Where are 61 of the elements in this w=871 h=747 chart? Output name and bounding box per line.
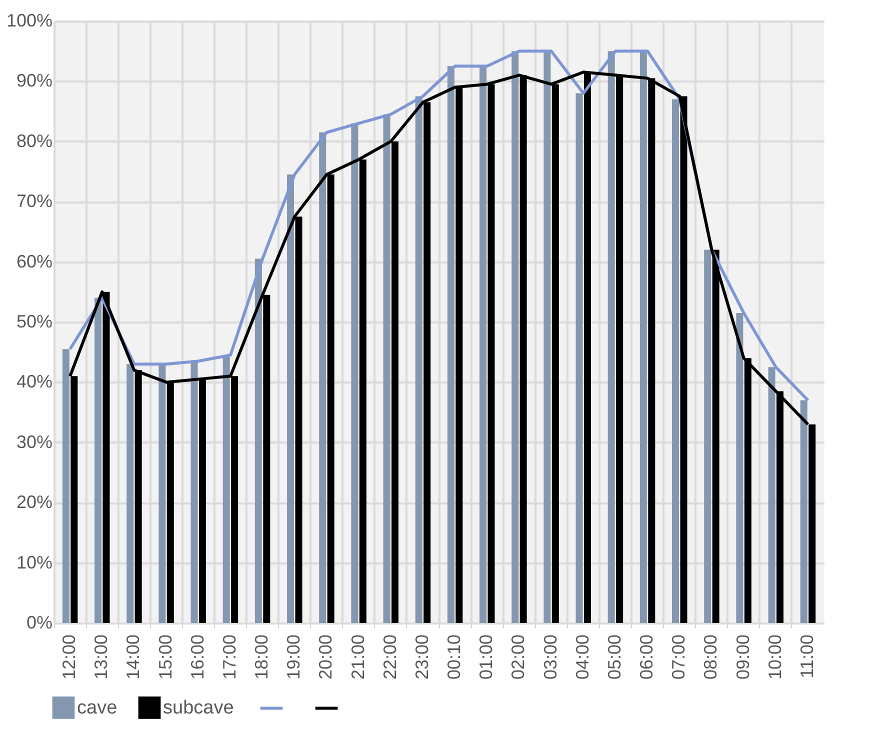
- legend-label: subcave: [163, 698, 234, 719]
- x-tick-label: 14:00: [123, 634, 144, 680]
- bar: [287, 174, 294, 623]
- y-tick-label: 0%: [26, 612, 52, 632]
- y-tick-label: 10%: [16, 552, 52, 572]
- x-tick-label: 08:00: [700, 634, 721, 680]
- bar: [608, 51, 615, 623]
- y-tick-label: 70%: [16, 191, 52, 212]
- bar: [190, 361, 198, 623]
- x-tick-label: 20:00: [316, 634, 336, 680]
- bar: [62, 349, 70, 623]
- bar: [94, 298, 102, 623]
- x-tick-label: 06:00: [636, 634, 657, 680]
- x-tick-label: 03:00: [540, 634, 560, 680]
- bar: [383, 114, 390, 623]
- bar: [768, 367, 776, 623]
- x-tick-label: 16:00: [187, 634, 208, 680]
- x-tick-label: 11:00: [796, 634, 817, 678]
- x-tick-label: 10:00: [764, 634, 785, 680]
- bar: [544, 51, 551, 623]
- bar: [576, 93, 583, 623]
- bar: [480, 66, 487, 623]
- x-tick-label: 12:00: [59, 634, 80, 680]
- bar: [447, 66, 454, 623]
- bar: [319, 132, 326, 623]
- bar: [736, 312, 744, 623]
- y-tick-label: 80%: [16, 130, 52, 151]
- bar: [640, 51, 647, 623]
- legend-label: cave: [77, 698, 118, 719]
- y-tick-label: 60%: [16, 251, 52, 272]
- x-tick-label: 21:00: [348, 634, 368, 680]
- y-tick-label: 50%: [16, 312, 52, 332]
- bar: [672, 99, 680, 623]
- y-tick-label: 40%: [16, 372, 52, 392]
- x-tick-label: 05:00: [604, 634, 624, 680]
- bar: [415, 96, 422, 623]
- y-tick-label: 90%: [16, 70, 52, 91]
- bar: [222, 355, 230, 623]
- bar: [351, 123, 358, 623]
- x-tick-label: 02:00: [508, 634, 528, 680]
- x-tick-label: 22:00: [380, 634, 400, 680]
- y-tick-label: 20%: [16, 492, 52, 512]
- x-tick-label: 00:10: [444, 634, 464, 680]
- bar: [126, 364, 134, 623]
- x-tick-label: 23:00: [412, 634, 432, 680]
- x-tick-label: 19:00: [284, 634, 304, 680]
- x-tick-label: 07:00: [668, 634, 689, 680]
- x-tick-label: 04:00: [572, 634, 592, 680]
- bar: [512, 51, 519, 623]
- x-tick-label: 17:00: [219, 634, 240, 680]
- bar: [704, 250, 712, 623]
- x-tick-label: 18:00: [252, 634, 272, 680]
- bar: [158, 364, 166, 623]
- bar: [254, 258, 262, 623]
- x-tick-label: 09:00: [732, 634, 753, 680]
- y-tick-label: 100%: [6, 10, 52, 30]
- y-tick-label: 30%: [16, 432, 52, 452]
- x-tick-label: 13:00: [91, 634, 112, 680]
- bar: [800, 400, 808, 623]
- x-tick-label: 01:00: [476, 634, 496, 680]
- x-tick-label: 15:00: [155, 634, 176, 680]
